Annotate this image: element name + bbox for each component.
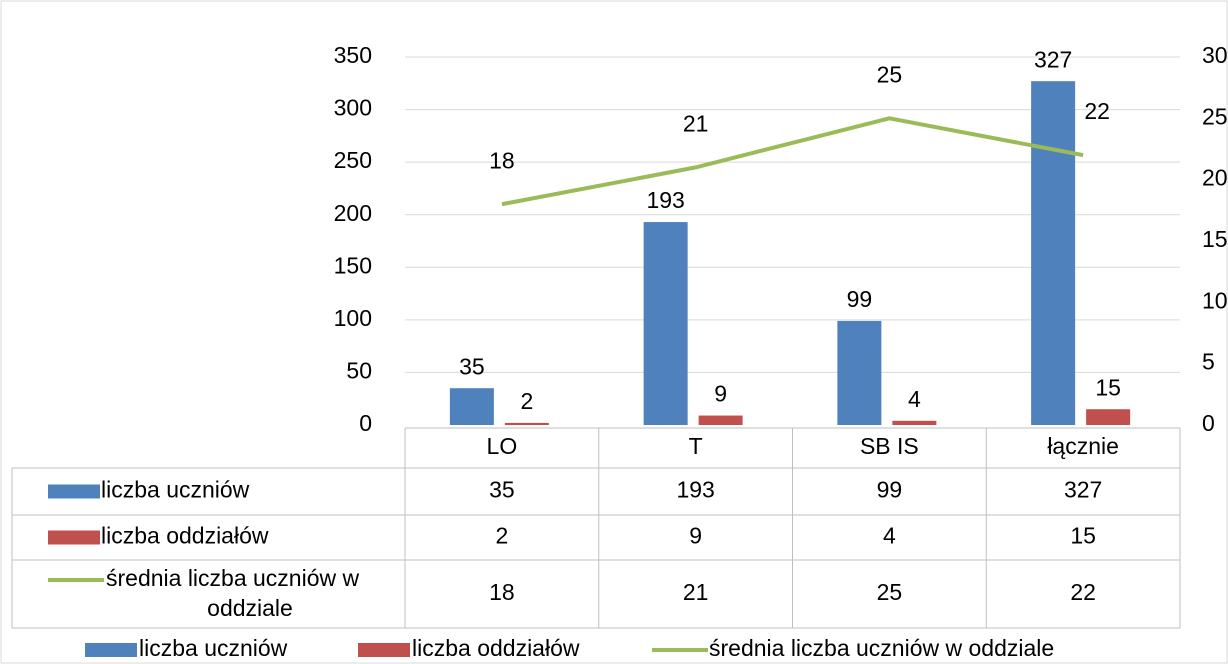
x-tick-label: T <box>689 433 703 459</box>
line <box>501 116 1084 207</box>
y2-tick-label: 20 <box>1202 165 1228 191</box>
bar <box>449 388 494 425</box>
table-cell: 4 <box>883 523 896 549</box>
table-cell: 18 <box>489 579 515 605</box>
bar <box>643 222 688 425</box>
legend-label: średnia liczba uczniów w oddziale <box>709 635 1054 661</box>
y-tick-label: 350 <box>334 42 372 68</box>
data-label: 4 <box>908 386 921 412</box>
data-label: 22 <box>1084 98 1110 124</box>
y-tick-label: 100 <box>334 305 372 331</box>
table-cell: 22 <box>1070 579 1096 605</box>
data-label: 9 <box>714 381 727 407</box>
bar <box>1031 81 1076 425</box>
row-label-part: oddziale <box>207 595 293 621</box>
table-cell: 327 <box>1064 477 1102 503</box>
y-tick-label: 250 <box>334 147 372 173</box>
x-tick-label: SB IS <box>860 433 919 459</box>
table-row-label: liczba oddziałów <box>101 523 269 549</box>
y-tick-label: 50 <box>346 358 372 384</box>
y-tick-label: 0 <box>359 410 372 436</box>
table-cell: 9 <box>689 523 702 549</box>
table-cell: 193 <box>676 477 714 503</box>
table-row-label: liczba uczniów <box>101 477 250 503</box>
row-label-part: średnia liczba uczniów w <box>106 565 360 591</box>
data-label: 99 <box>847 286 873 312</box>
bar <box>892 420 937 425</box>
legend-label: liczba uczniów <box>139 635 288 661</box>
table-cell: 35 <box>489 477 515 503</box>
y2-tick-label: 5 <box>1202 349 1215 375</box>
y2-tick-label: 10 <box>1202 287 1228 313</box>
table-row-label: średnia liczba uczniów w oddziale <box>106 565 360 621</box>
y2-tick-label: 0 <box>1202 410 1215 436</box>
x-tick-label: łącznie <box>1047 433 1119 459</box>
data-label: 327 <box>1034 46 1072 72</box>
y2-tick-label: 15 <box>1202 226 1228 252</box>
bar <box>837 320 882 425</box>
legend-label: liczba oddziałów <box>412 635 580 661</box>
bar <box>698 415 743 425</box>
y-tick-label: 300 <box>334 95 372 121</box>
y2-tick-label: 25 <box>1202 103 1228 129</box>
y2-tick-label: 30 <box>1202 42 1228 68</box>
table-cell: 2 <box>495 523 508 549</box>
legend-key <box>358 643 410 657</box>
table-cell: 25 <box>877 579 903 605</box>
data-label: 15 <box>1095 374 1121 400</box>
table-cell: 21 <box>683 579 709 605</box>
y-tick-label: 200 <box>334 200 372 226</box>
bar <box>1086 409 1131 425</box>
x-tick-label: LO <box>487 433 518 459</box>
table-cell: 99 <box>877 477 903 503</box>
legend-key <box>48 484 100 499</box>
legend-key <box>48 530 100 545</box>
data-label: 2 <box>520 388 533 414</box>
data-label: 193 <box>646 187 684 213</box>
table-cell: 15 <box>1070 523 1096 549</box>
data-label: 18 <box>489 147 515 173</box>
legend-key <box>85 643 137 657</box>
data-label: 21 <box>683 110 709 136</box>
data-label: 25 <box>877 61 903 87</box>
data-label: 35 <box>459 353 485 379</box>
y-tick-label: 150 <box>334 252 372 278</box>
bar <box>504 422 549 425</box>
